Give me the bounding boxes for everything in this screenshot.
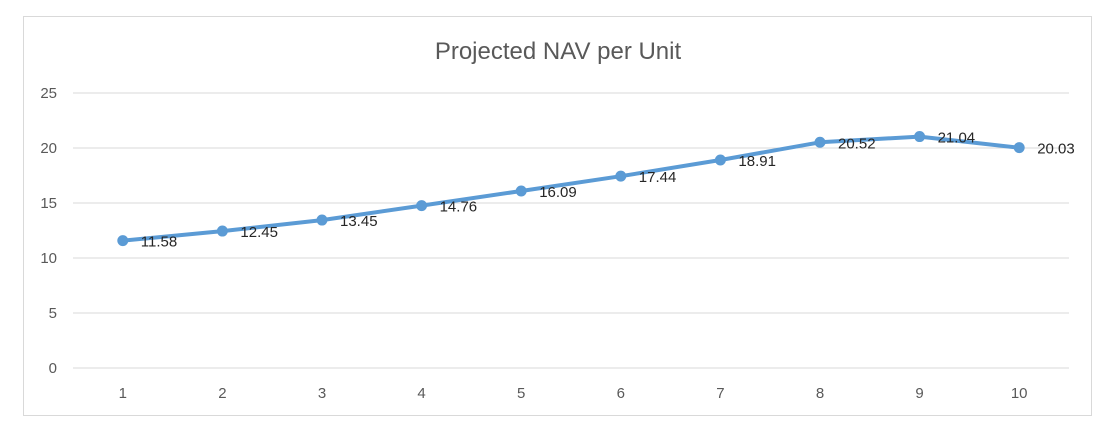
- gridlines: [73, 92, 1069, 369]
- data-point: [1013, 142, 1025, 154]
- data-label: 21.04: [938, 130, 976, 147]
- x-tick-label: 5: [517, 385, 525, 402]
- data-labels: 11.58 12.45 13.45 14.76 16.09 17.44 18.91 20.52…: [141, 130, 1075, 251]
- x-tick-label: 8: [816, 385, 824, 402]
- data-label: 17.44: [639, 169, 677, 186]
- data-point: [714, 154, 726, 166]
- data-label: 14.76: [440, 199, 478, 216]
- data-point: [216, 225, 228, 237]
- x-tick-label: 4: [417, 385, 425, 402]
- x-axis-ticks: 1 2 3 4 5 6 7 8 9 10: [119, 385, 1028, 402]
- x-tick-label: 3: [318, 385, 326, 402]
- data-label: 20.03: [1037, 141, 1075, 158]
- data-point: [515, 185, 527, 197]
- data-label: 20.52: [838, 135, 876, 152]
- x-tick-label: 6: [617, 385, 625, 402]
- data-point: [117, 235, 129, 247]
- y-axis-ticks: 0 5 10 15 20 25: [40, 85, 57, 377]
- data-label: 11.58: [141, 234, 177, 251]
- chart-title: Projected NAV per Unit: [435, 38, 682, 65]
- data-point: [416, 200, 428, 212]
- data-point: [814, 136, 826, 148]
- data-label: 12.45: [240, 224, 278, 241]
- data-point: [914, 131, 926, 143]
- data-label: 13.45: [340, 213, 378, 230]
- x-tick-label: 10: [1011, 385, 1028, 402]
- series-line: [120, 134, 1022, 243]
- y-tick-label: 5: [49, 305, 57, 322]
- data-point: [615, 170, 627, 182]
- x-tick-label: 9: [915, 385, 923, 402]
- data-label: 16.09: [539, 184, 577, 201]
- y-tick-label: 25: [40, 85, 57, 102]
- x-tick-label: 1: [119, 385, 127, 402]
- y-tick-label: 0: [49, 360, 57, 377]
- data-label: 18.91: [738, 153, 776, 170]
- x-tick-label: 2: [218, 385, 226, 402]
- y-tick-label: 20: [40, 140, 57, 157]
- data-points: [117, 131, 1025, 247]
- x-tick-label: 7: [716, 385, 724, 402]
- y-tick-label: 10: [40, 250, 57, 267]
- y-tick-label: 15: [40, 195, 57, 212]
- data-point: [316, 214, 328, 226]
- chart-area: [23, 16, 1092, 416]
